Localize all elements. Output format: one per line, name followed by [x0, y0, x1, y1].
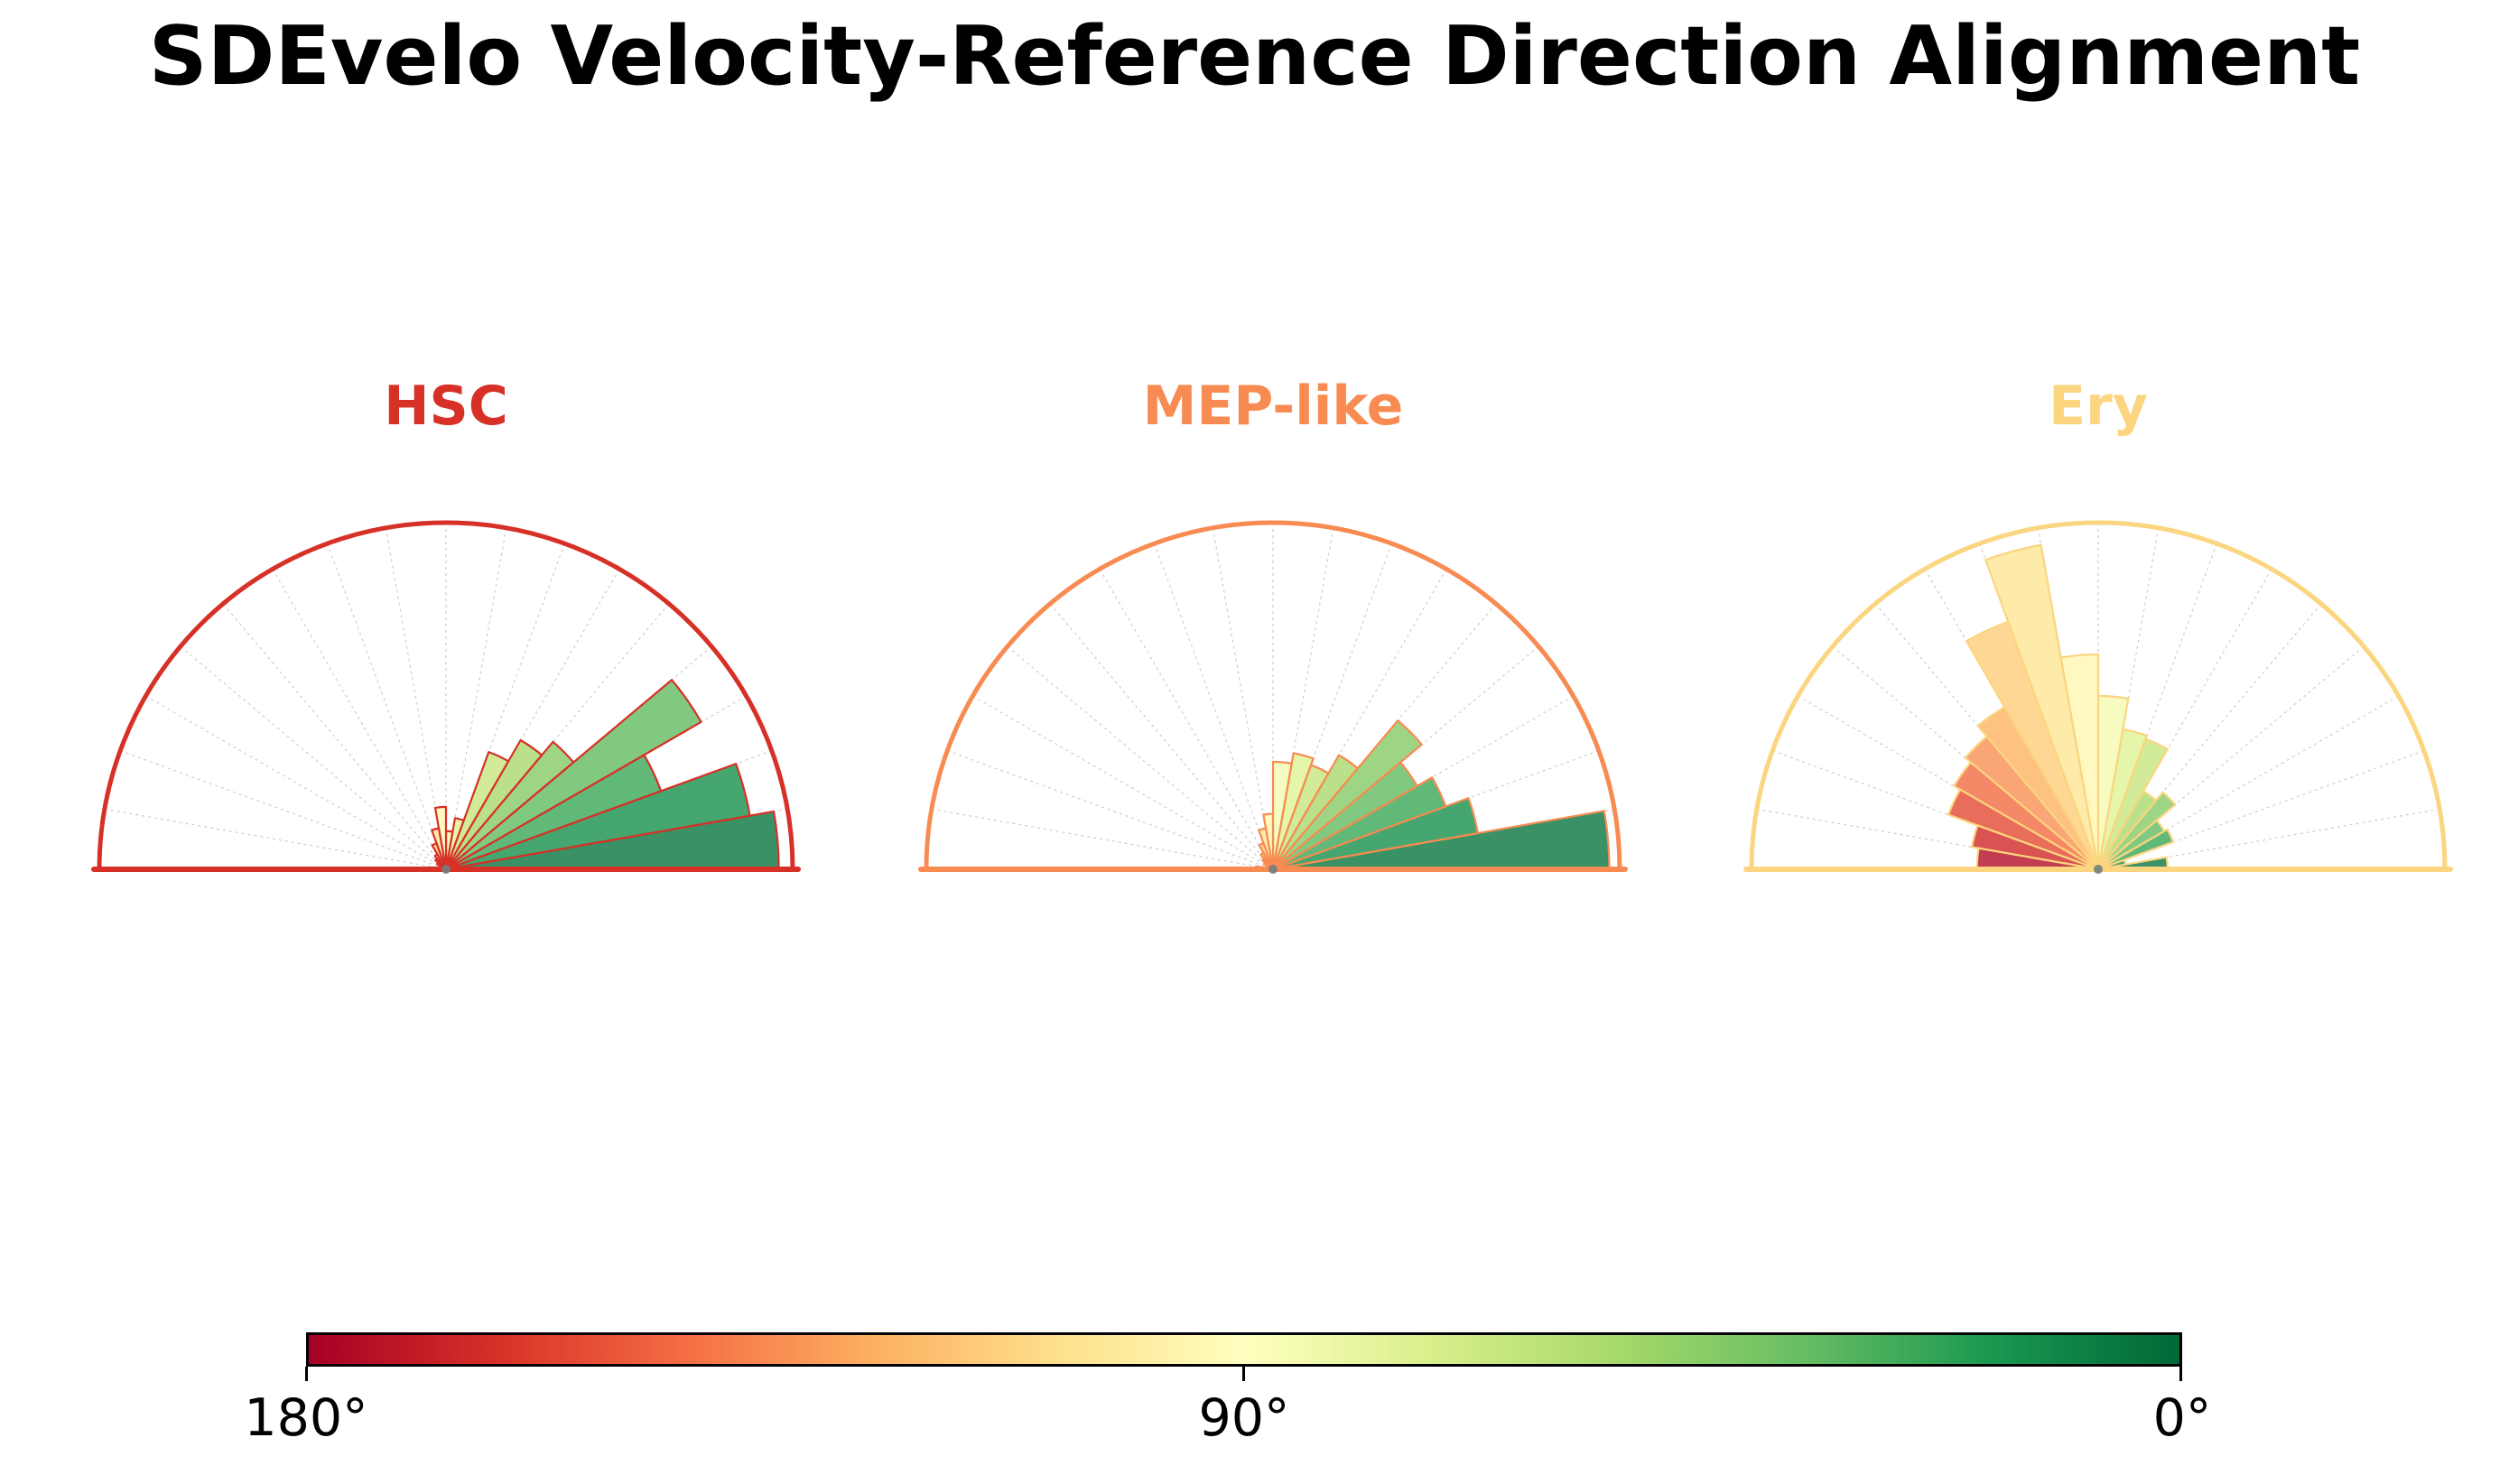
polar-center-dot — [1268, 865, 1278, 874]
polar-gridline — [119, 750, 438, 867]
polar-gridline — [1099, 569, 1269, 862]
polar-gridline — [104, 808, 438, 868]
polar-gridline — [1154, 543, 1271, 861]
polar-gridline — [1049, 603, 1268, 863]
histogram-bar — [1964, 735, 2100, 871]
histogram-bar — [444, 763, 751, 871]
polar-chart-mep — [918, 520, 1628, 874]
colorbar-label-180: 180° — [244, 1388, 368, 1448]
histogram-bar — [1271, 760, 1293, 871]
polar-gridline — [931, 808, 1265, 868]
polar-gridline — [145, 695, 439, 866]
polar-gridline — [972, 695, 1266, 866]
polar-center-dot — [441, 865, 451, 874]
colorbar-gradient — [309, 1335, 2179, 1364]
histogram-bar — [1984, 543, 2100, 871]
subplot-title-ery: Ery — [2049, 375, 2148, 438]
histogram-bar — [444, 817, 465, 871]
polar-outer-spine — [924, 520, 1622, 870]
polar-chart-ery — [1743, 520, 2453, 874]
polar-gridline — [1212, 527, 1272, 861]
histogram-bar — [1271, 754, 1359, 871]
histogram-bar — [444, 751, 510, 871]
polar-chart-hsc — [91, 520, 801, 874]
colorbar-label-90: 90° — [1198, 1388, 1290, 1448]
polar-outer-spine — [1749, 520, 2448, 870]
histogram-bar — [1271, 776, 1447, 871]
polar-gridline — [1007, 645, 1267, 865]
polar-outer-spine — [97, 520, 795, 870]
figure-title: SDEvelo Velocity-Reference Direction Ali… — [148, 9, 2361, 104]
subplot-title-mep: MEP-like — [1142, 375, 1404, 438]
histogram-bar — [1976, 706, 2100, 871]
histogram-bar — [444, 740, 575, 871]
histogram-bar — [1947, 788, 2100, 871]
histogram-bar — [1271, 752, 1315, 871]
histogram-bar — [1970, 824, 2100, 871]
polar-gridline — [946, 750, 1265, 867]
histogram-bar — [1271, 719, 1423, 871]
polar-gridline — [222, 603, 441, 863]
histogram-bar — [1953, 761, 2100, 871]
colorbar-tick-180 — [305, 1367, 308, 1381]
subplot-title-hsc: HSC — [384, 375, 508, 438]
polar-center-dot — [2094, 865, 2103, 874]
histogram-bar — [1965, 620, 2100, 871]
colorbar-label-0: 0° — [2152, 1388, 2212, 1448]
polar-gridline — [272, 569, 442, 862]
colorbar-tick-0 — [2179, 1367, 2182, 1381]
histogram-bar — [2096, 791, 2177, 871]
polar-gridline — [180, 645, 440, 865]
colorbar-tick-90 — [1242, 1367, 1245, 1381]
colorbar — [306, 1332, 2182, 1367]
polar-gridline — [327, 543, 444, 861]
histogram-bar — [444, 738, 544, 871]
histogram-bar — [444, 679, 702, 871]
